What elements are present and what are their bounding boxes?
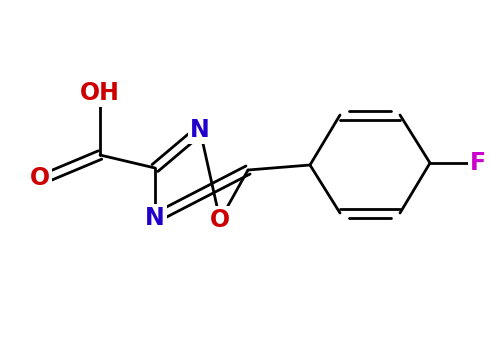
Text: F: F (470, 151, 486, 175)
Text: OH: OH (80, 81, 120, 105)
Text: N: N (190, 118, 210, 142)
Text: O: O (30, 166, 50, 190)
Text: O: O (210, 208, 230, 232)
Text: N: N (145, 206, 165, 230)
